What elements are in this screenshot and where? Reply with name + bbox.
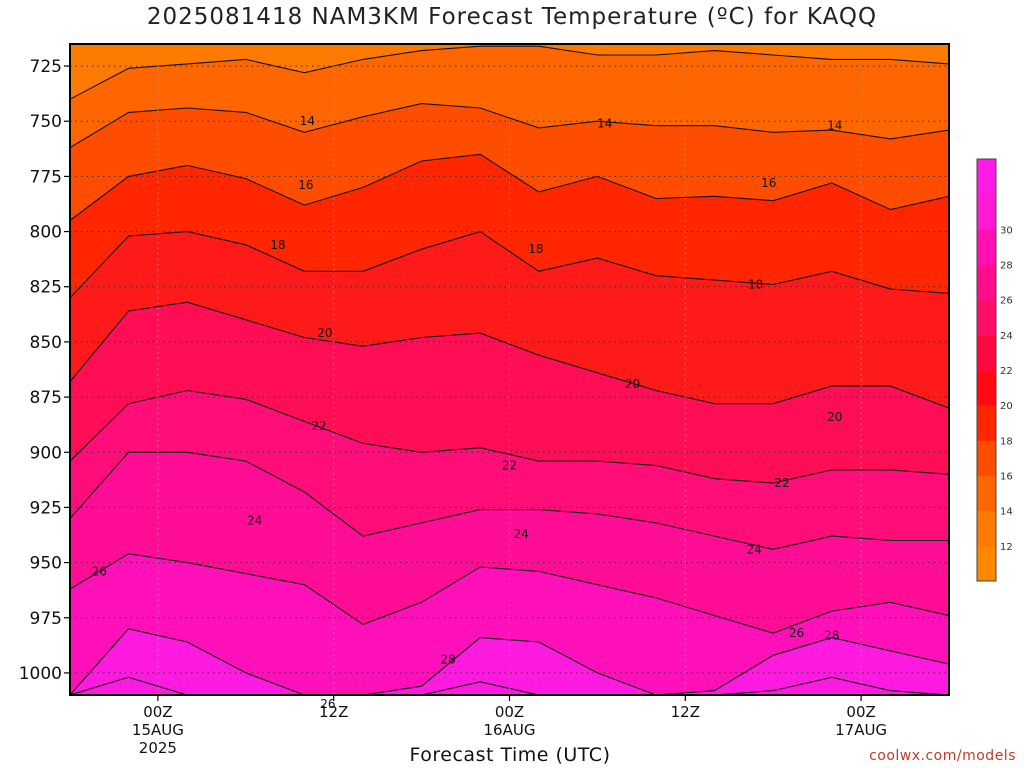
contour-line xyxy=(70,451,949,550)
y-tick-label: 850 xyxy=(30,333,62,353)
temperature-field xyxy=(70,11,949,695)
contour-line xyxy=(70,553,949,634)
colorbar-frame xyxy=(976,158,997,582)
x-tick-label: 00Z xyxy=(846,703,875,721)
y-tick-label: 825 xyxy=(30,278,62,298)
colorbar-tick-label: 28 xyxy=(1000,261,1013,272)
contour-label: 14 xyxy=(597,116,612,130)
x-tick-label: 12Z xyxy=(319,703,348,721)
colorbar-segment xyxy=(977,475,996,512)
temperature-band xyxy=(70,44,949,100)
y-tick-label: 900 xyxy=(30,443,62,463)
contour-label: 24 xyxy=(747,542,762,556)
x-tick-label: 12Z xyxy=(671,703,700,721)
x-tick-date: 16AUG xyxy=(484,721,536,739)
contour-label: 16 xyxy=(298,178,313,192)
colorbar-segment xyxy=(977,510,996,547)
colorbar-segment xyxy=(977,299,996,336)
contour-line xyxy=(70,103,949,149)
y-tick-label: 800 xyxy=(30,223,62,243)
contour-line xyxy=(70,230,949,299)
contour-label: 28 xyxy=(824,628,839,642)
temperature-band xyxy=(70,11,949,34)
contour-labels: 14 14 14 16 16 18 18 18 20 20 20 22 22 22 24 24 24 26 26 26… xyxy=(92,114,843,711)
contour-label: 26 xyxy=(92,564,107,578)
contour-label: 22 xyxy=(311,419,326,433)
colorbar-segment xyxy=(977,194,996,230)
colorbar-segment xyxy=(977,405,996,441)
y-tick-label: 775 xyxy=(30,167,62,187)
x-axis-label: Forecast Time (UTC) xyxy=(409,744,611,766)
colorbar-segment xyxy=(977,440,996,476)
colorbar-segment xyxy=(977,264,996,301)
y-tick-label: 1000 xyxy=(19,664,62,684)
contour-label: 14 xyxy=(300,114,315,128)
contour-label: 18 xyxy=(748,278,763,292)
y-axis: 725 750 775 800 825 850 875 900 925 950 975 1000 xyxy=(19,57,70,684)
credit-link[interactable]: coolwx.com/models xyxy=(869,748,1016,764)
grid-lines xyxy=(70,44,949,695)
colorbar-tick-label: 18 xyxy=(1000,436,1013,447)
chart-title: 2025081418 NAM3KM Forecast Temperature (… xyxy=(146,4,878,30)
y-tick-label: 875 xyxy=(30,388,62,408)
colorbar-tick-label: 14 xyxy=(1000,507,1013,518)
contour-label: 20 xyxy=(625,377,640,391)
contour-line xyxy=(70,628,949,695)
colorbar-segment xyxy=(977,159,996,195)
colorbar-segment xyxy=(977,229,996,265)
y-tick-label: 950 xyxy=(30,554,62,574)
colorbar-tick-label: 24 xyxy=(1000,331,1013,342)
y-tick-label: 975 xyxy=(30,609,62,629)
contour-line xyxy=(70,389,949,484)
x-tick-date: 15AUG xyxy=(132,721,184,739)
contour-label: 20 xyxy=(827,410,842,424)
colorbar-segment xyxy=(977,370,996,406)
colorbar-tick-label: 22 xyxy=(1000,366,1013,377)
x-tick-date: 17AUG xyxy=(835,721,887,739)
contour-label: 18 xyxy=(270,238,285,252)
contour-line xyxy=(70,153,949,221)
colorbar-tick-label: 26 xyxy=(1000,296,1013,307)
y-tick-label: 925 xyxy=(30,498,62,518)
y-tick-label: 725 xyxy=(30,57,62,77)
contour-label: 20 xyxy=(317,326,332,340)
colorbar-tick-label: 16 xyxy=(1000,472,1013,483)
contour-label: 24 xyxy=(247,514,262,528)
colorbar-segment xyxy=(977,334,996,371)
colorbar-segment xyxy=(977,545,996,582)
contour-label: 22 xyxy=(774,476,789,490)
x-tick-year: 2025 xyxy=(139,739,177,757)
x-tick-label: 00Z xyxy=(143,703,172,721)
contour-label: 18 xyxy=(528,242,543,256)
contour-label: 26 xyxy=(320,697,335,711)
contour-label: 28 xyxy=(440,653,455,667)
contour-line xyxy=(70,45,949,100)
colorbar-tick-label: 20 xyxy=(1000,401,1013,412)
colorbar-tick-label: 30 xyxy=(1000,225,1013,236)
contour-label: 22 xyxy=(502,458,517,472)
contour-label: 14 xyxy=(827,119,842,133)
contour-label: 24 xyxy=(514,527,529,541)
x-tick-label: 00Z xyxy=(495,703,524,721)
contour-label: 26 xyxy=(789,626,804,640)
y-tick-label: 750 xyxy=(30,112,62,132)
colorbar: 12 14 16 18 20 22 24 26 28 30 xyxy=(976,158,1013,582)
contour-line xyxy=(70,301,949,409)
colorbar-tick-label: 12 xyxy=(1000,542,1013,553)
contour-label: 16 xyxy=(761,176,776,190)
